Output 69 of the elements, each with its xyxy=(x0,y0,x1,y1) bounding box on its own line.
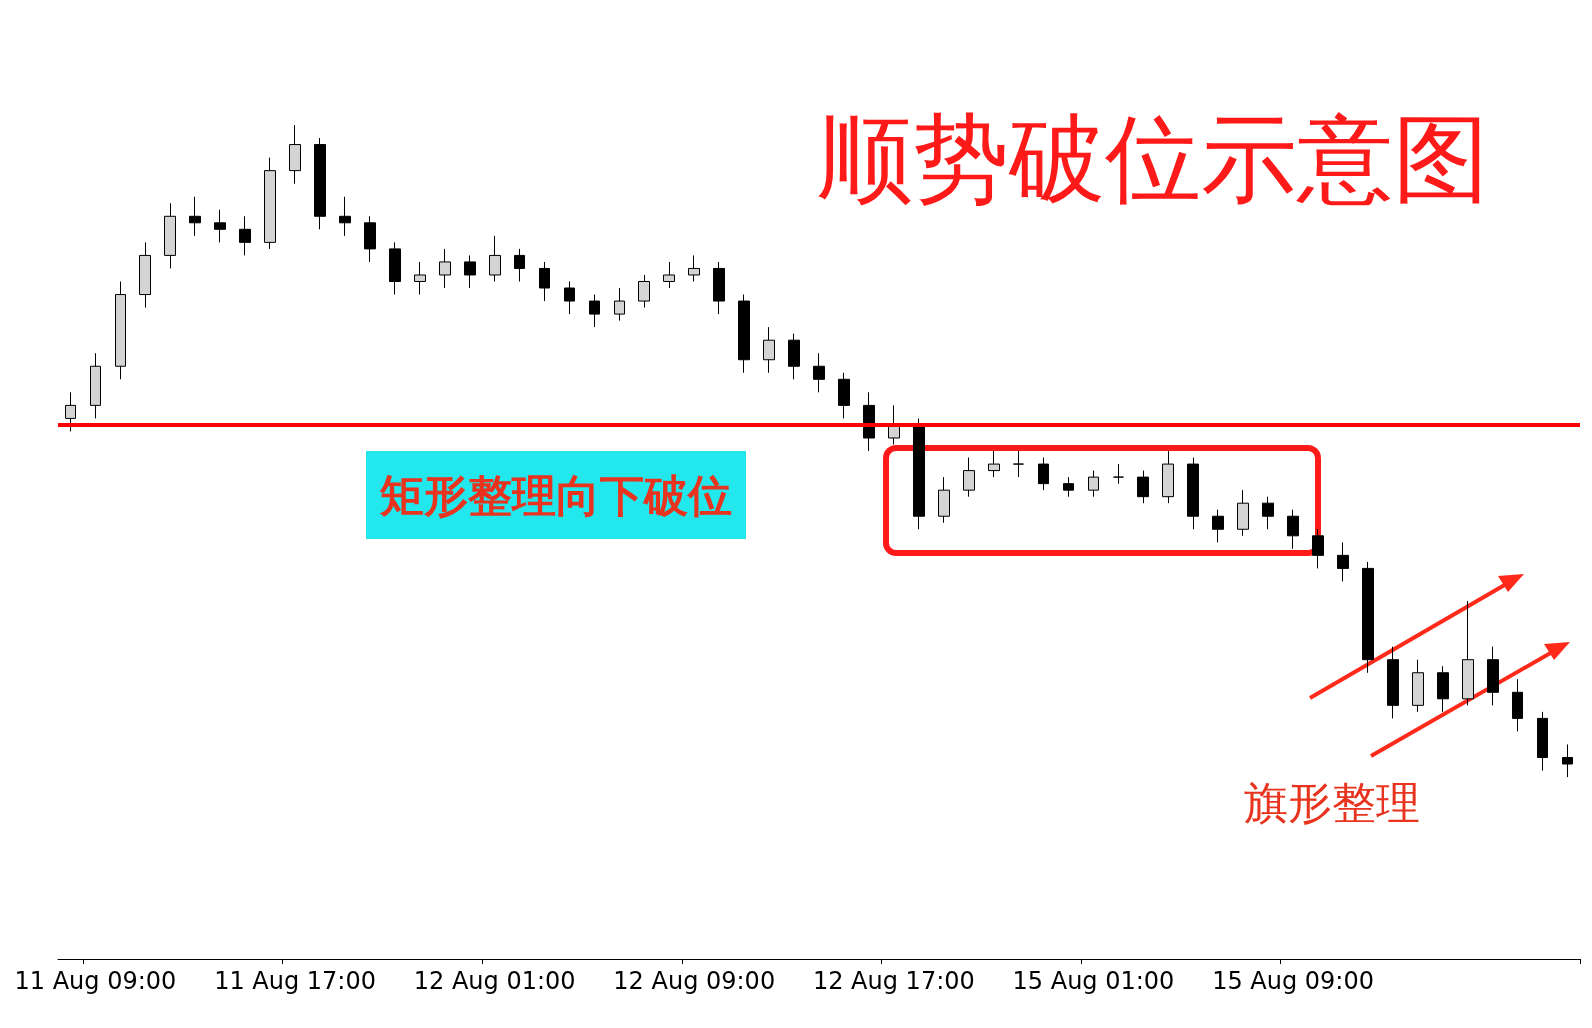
candlestick xyxy=(1312,528,1324,569)
annotation: 矩形整理向下破位 xyxy=(379,469,732,521)
candlestick xyxy=(1063,476,1074,498)
x-tick-label: 12 Aug 01:00 xyxy=(413,967,576,995)
candlestick xyxy=(838,372,850,419)
candlestick xyxy=(514,248,525,282)
candlestick xyxy=(1013,450,1024,478)
candlestick xyxy=(239,215,251,256)
candlestick xyxy=(1038,457,1049,491)
candlestick xyxy=(663,261,675,289)
candlestick xyxy=(988,450,1000,478)
candlestick xyxy=(289,124,301,185)
candlestick xyxy=(164,202,176,269)
candlestick xyxy=(364,215,376,263)
x-tick-label: 15 Aug 01:00 xyxy=(1012,967,1175,995)
candlestick xyxy=(1562,743,1573,778)
x-tick-label: 12 Aug 09:00 xyxy=(613,967,776,995)
candlestick xyxy=(1237,489,1249,537)
candlestick xyxy=(139,241,151,309)
candlestick xyxy=(1287,509,1299,550)
candlestick xyxy=(439,248,451,289)
candlestick xyxy=(1362,561,1374,674)
candlestick xyxy=(539,261,550,302)
candlestick xyxy=(564,280,575,315)
candlestick xyxy=(1462,600,1474,706)
candlestick xyxy=(1387,646,1399,719)
candlestick xyxy=(963,457,975,498)
candlestick xyxy=(1137,470,1149,504)
candlestick xyxy=(813,352,825,393)
x-tick-label: 11 Aug 09:00 xyxy=(14,967,177,995)
candlestick xyxy=(1412,659,1424,713)
candlestick xyxy=(1487,646,1499,706)
candlestick xyxy=(189,196,201,237)
candlestick xyxy=(614,287,625,322)
x-tick-label: 11 Aug 17:00 xyxy=(214,967,376,995)
candlestick xyxy=(1187,457,1199,530)
candlestick xyxy=(65,391,76,432)
candlestick xyxy=(713,261,725,315)
candlestick xyxy=(115,280,126,380)
candlestick xyxy=(1337,541,1349,582)
x-tick-label: 15 Aug 09:00 xyxy=(1212,967,1374,995)
candlestick xyxy=(264,157,276,250)
candlestick xyxy=(1537,711,1548,772)
candlestick xyxy=(1512,678,1523,732)
candlestick xyxy=(339,196,351,237)
candlestick xyxy=(1262,496,1274,530)
candlestick xyxy=(913,417,925,530)
candlestick xyxy=(1212,509,1224,543)
candlestick xyxy=(1113,463,1124,485)
candlestick xyxy=(1437,665,1449,713)
candlestick xyxy=(788,333,800,380)
candlestick xyxy=(638,274,650,309)
candlestick xyxy=(414,261,426,296)
candlestick xyxy=(589,294,600,328)
candlestick xyxy=(938,476,950,524)
candlestick xyxy=(314,137,326,230)
candlestick xyxy=(688,254,700,282)
candlestick xyxy=(1162,450,1174,504)
x-tick-label: 12 Aug 17:00 xyxy=(812,967,975,995)
candlestick xyxy=(214,209,226,243)
annotation: 旗形整理 xyxy=(1244,776,1420,828)
chart-title: 顺势破位示意图 xyxy=(817,103,1489,215)
candlestick xyxy=(489,235,501,282)
candlestick xyxy=(389,241,401,296)
candlestick xyxy=(90,352,101,419)
candlestick xyxy=(738,294,750,374)
candlestick xyxy=(763,326,775,374)
candlestick xyxy=(464,254,476,289)
candlestick xyxy=(1088,470,1099,498)
